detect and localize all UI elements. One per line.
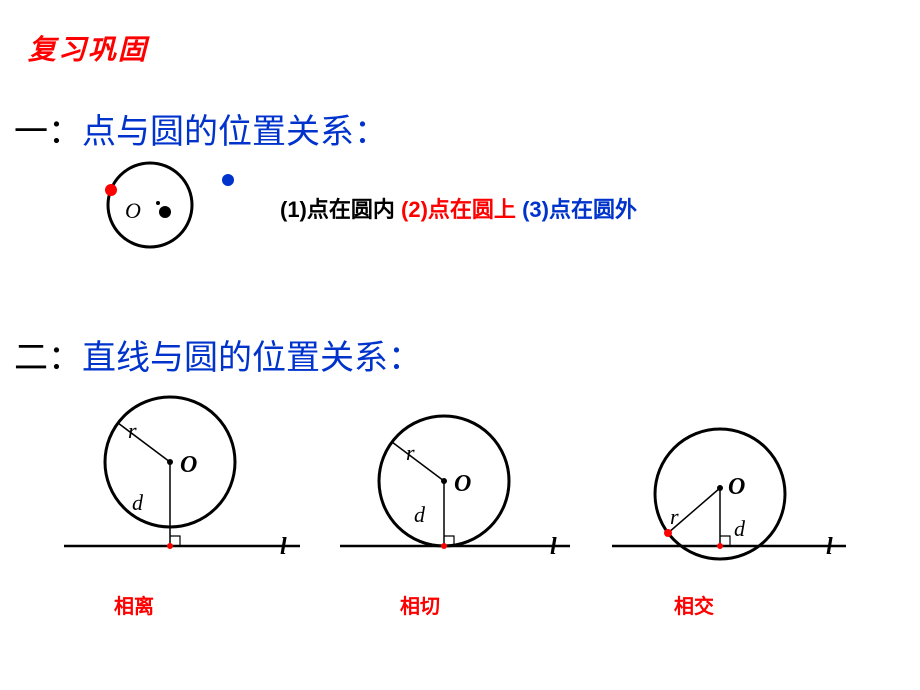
label-tangent: 相切 bbox=[400, 590, 440, 619]
svg-text:l: l bbox=[826, 534, 833, 560]
svg-text:d: d bbox=[734, 516, 746, 541]
section2-title-text: 直线与圆的位置关系： bbox=[82, 340, 422, 377]
section1-cases: (1)点在圆内 (2)点在圆上 (3)点在圆外 bbox=[280, 192, 637, 224]
slide-root: { "header": { "title": "复习巩固", "color": … bbox=[0, 0, 920, 690]
svg-text:r: r bbox=[406, 440, 415, 465]
section1-prefix: 一： bbox=[14, 114, 82, 151]
svg-text:d: d bbox=[414, 502, 426, 527]
section1-title-text: 点与圆的位置关系： bbox=[82, 114, 388, 151]
label-intersect: 相交 bbox=[674, 590, 714, 619]
svg-text:O: O bbox=[454, 471, 471, 497]
svg-text:O: O bbox=[125, 198, 141, 223]
svg-text:l: l bbox=[280, 534, 287, 560]
section1-title: 一：点与圆的位置关系： bbox=[14, 104, 388, 153]
svg-text:r: r bbox=[128, 418, 137, 443]
svg-text:O: O bbox=[180, 452, 197, 478]
section2-prefix: 二： bbox=[14, 340, 82, 377]
label-separate: 相离 bbox=[114, 590, 154, 619]
header-title: 复习巩固 bbox=[28, 28, 148, 68]
svg-text:r: r bbox=[670, 504, 679, 529]
svg-text:l: l bbox=[550, 534, 557, 560]
svg-text:O: O bbox=[728, 474, 745, 500]
section2-title: 二：直线与圆的位置关系： bbox=[14, 330, 422, 379]
svg-text:d: d bbox=[132, 490, 144, 515]
